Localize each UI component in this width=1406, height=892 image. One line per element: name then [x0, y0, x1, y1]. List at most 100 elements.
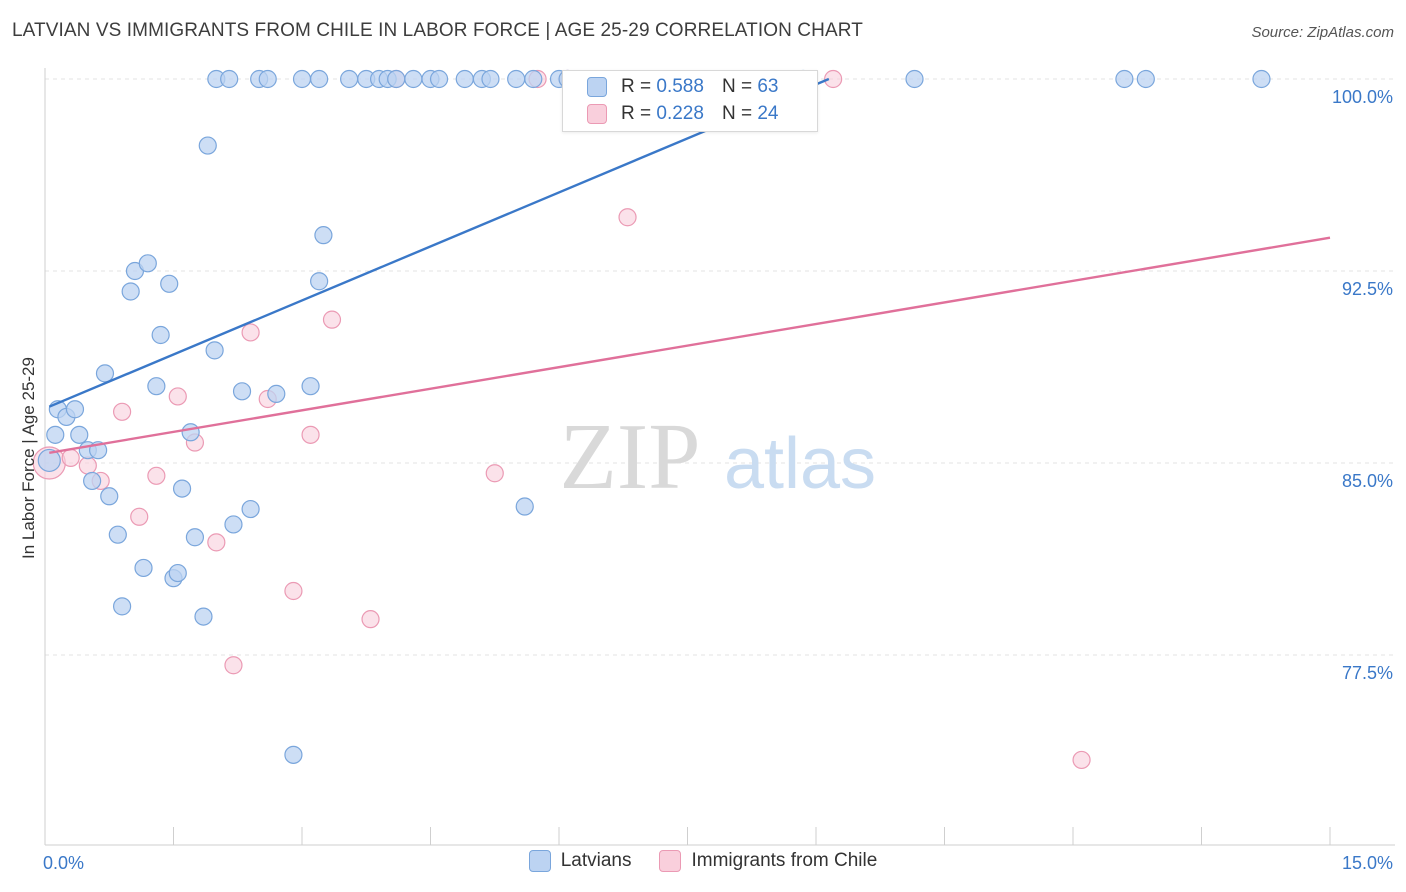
latvian-point — [70, 425, 89, 444]
latvians-r-label: R = — [621, 76, 652, 97]
chile-point — [147, 466, 166, 485]
latvians-trendline — [48, 77, 830, 408]
bottom-legend: Latvians Immigrants from Chile — [0, 850, 1406, 872]
legend-label-chile: Immigrants from Chile — [691, 850, 878, 871]
chile-swatch — [587, 104, 607, 124]
latvian-point — [1136, 69, 1155, 89]
chile-r-label: R = — [621, 103, 652, 124]
latvian-point — [112, 597, 132, 616]
chile-point — [61, 448, 80, 467]
chile-point — [301, 425, 320, 444]
tick-labels: 77.5% 85.0% 92.5% 100.0% 0.0% 15.0% — [43, 87, 1393, 873]
latvian-point — [267, 384, 286, 403]
latvians-swatch — [587, 77, 607, 97]
chile-point — [322, 310, 342, 329]
latvian-point — [138, 254, 157, 273]
latvian-point — [387, 69, 406, 89]
y-tick-label: 77.5% — [1342, 663, 1393, 683]
latvian-point — [95, 364, 115, 383]
latvian-point — [220, 69, 239, 89]
stats-row-latvians: R = 0.588 N = 63 — [587, 76, 778, 98]
chile-point — [361, 610, 380, 629]
stats-row-chile: R = 0.228 N = 24 — [587, 103, 778, 125]
chile-point — [824, 69, 843, 89]
latvian-point — [168, 563, 187, 583]
x-tick-label: 0.0% — [43, 853, 84, 873]
chile-point — [130, 507, 149, 526]
latvian-points — [37, 69, 1271, 764]
y-tick-label: 92.5% — [1342, 279, 1393, 299]
latvian-point — [100, 487, 119, 506]
y-axis-label: In Labor Force | Age 25-29 — [19, 357, 38, 559]
legend-item-chile[interactable]: Immigrants from Chile — [659, 850, 877, 872]
latvian-point — [134, 558, 153, 578]
latvian-point — [160, 274, 179, 293]
latvian-point — [172, 479, 192, 498]
latvian-point — [292, 69, 312, 89]
latvian-point — [310, 69, 329, 89]
latvian-point — [198, 136, 217, 155]
stats-legend: R = 0.588 N = 63 R = 0.228 N = 24 — [562, 70, 818, 132]
latvian-point — [507, 69, 526, 89]
latvian-point — [1115, 69, 1134, 89]
latvian-point — [181, 423, 200, 442]
latvian-point — [284, 745, 303, 764]
latvian-point — [46, 425, 65, 444]
latvian-point — [258, 69, 277, 89]
latvian-point — [65, 400, 85, 419]
latvian-point — [121, 282, 140, 301]
latvian-point — [205, 341, 224, 360]
source-label: Source: ZipAtlas.com — [1251, 24, 1394, 41]
latvian-point — [429, 69, 449, 89]
latvian-point — [481, 69, 500, 89]
latvian-point — [224, 515, 243, 534]
x-tick-label: 15.0% — [1342, 853, 1393, 873]
y-tick-label: 100.0% — [1332, 87, 1393, 107]
latvian-point — [301, 377, 320, 396]
watermark-zip: ZIP — [560, 405, 701, 509]
chile-point — [485, 464, 504, 483]
legend-swatch-chile — [659, 850, 682, 872]
latvian-point — [83, 471, 102, 491]
latvians-n-label: N = — [721, 76, 753, 97]
chile-point — [284, 581, 303, 601]
latvian-point — [404, 69, 423, 89]
chile-n-label: N = — [721, 103, 753, 124]
latvian-point — [232, 382, 252, 401]
y-tick-label: 85.0% — [1342, 471, 1393, 491]
latvian-point — [310, 272, 329, 291]
latvian-point — [905, 69, 924, 89]
chile-trendline — [49, 236, 1331, 454]
trendlines — [48, 77, 1331, 454]
chile-point — [241, 323, 260, 342]
chile-point — [618, 208, 637, 227]
legend-swatch-latvians — [528, 850, 551, 872]
latvian-point — [147, 377, 166, 396]
chile-point — [207, 533, 226, 552]
legend-label-latvians: Latvians — [560, 850, 632, 871]
latvians-n-value: 63 — [757, 76, 779, 97]
legend-item-latvians[interactable]: Latvians — [528, 850, 632, 872]
latvian-point — [524, 69, 543, 89]
latvian-point — [340, 69, 359, 89]
chile-point — [168, 387, 187, 406]
latvian-point — [151, 325, 170, 345]
latvian-point — [108, 525, 127, 544]
latvian-point — [241, 499, 260, 519]
chile-point — [1072, 750, 1091, 770]
chile-point — [78, 456, 97, 475]
chile-point — [224, 656, 243, 675]
latvian-point — [185, 528, 205, 547]
watermark-atlas: atlas — [724, 424, 876, 504]
latvian-point — [515, 497, 534, 516]
chile-r-value: 0.228 — [656, 103, 704, 124]
latvian-point — [37, 448, 61, 473]
latvian-point — [1252, 69, 1271, 89]
chile-n-value: 24 — [757, 103, 779, 124]
latvians-r-value: 0.588 — [656, 76, 704, 97]
latvian-point — [194, 607, 213, 626]
chile-point — [112, 402, 132, 421]
latvian-point — [455, 69, 474, 89]
grid-lines — [45, 78, 1395, 656]
